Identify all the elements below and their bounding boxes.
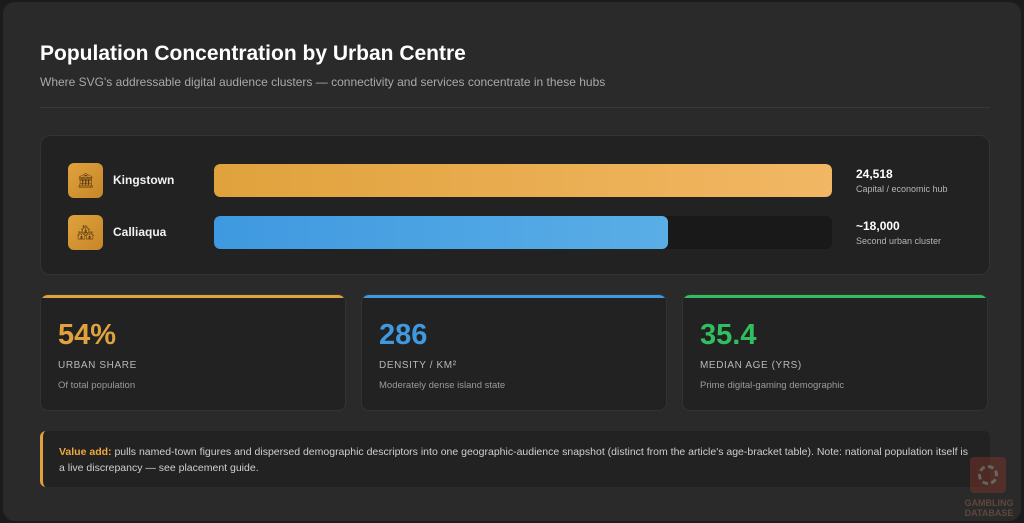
stat-card-urban-share: 54% URBAN SHARE Of total population <box>40 294 346 411</box>
stat-description: Moderately dense island state <box>379 380 506 391</box>
page-subtitle: Where SVG's addressable digital audience… <box>40 75 606 89</box>
bar-subtext: Capital / economic hub <box>856 184 948 194</box>
stat-value: 54% <box>58 319 117 351</box>
bar-row: 🏛 Kingstown 24,518 Capital / economic hu… <box>41 163 989 198</box>
logo-line-1: GAMBLING <box>964 498 1014 508</box>
stat-label: URBAN SHARE <box>58 360 137 371</box>
bar <box>214 216 668 249</box>
bar-track <box>214 164 832 197</box>
logo-text: GAMBLING DATABASE <box>955 498 1023 518</box>
stat-value: 35.4 <box>700 319 757 351</box>
bar <box>214 164 832 197</box>
logo-line-2: DATABASE <box>964 508 1014 518</box>
stat-label: MEDIAN AGE (YRS) <box>700 360 802 371</box>
card-accent <box>362 295 666 298</box>
divider <box>40 107 990 108</box>
stat-card-density: 286 DENSITY / KM² Moderately dense islan… <box>361 294 667 411</box>
card-accent <box>41 295 345 298</box>
note-highlight: Value add: <box>59 446 112 458</box>
page-title: Population Concentration by Urban Centre <box>40 42 466 65</box>
bar-row: 🏘 Calliaqua ~18,000 Second urban cluster <box>41 215 989 250</box>
bar-label: Kingstown <box>113 173 175 187</box>
bar-value: ~18,000 <box>856 219 900 233</box>
stat-value: 286 <box>379 319 428 351</box>
main-panel: Population Concentration by Urban Centre… <box>3 2 1021 521</box>
card-accent <box>683 295 987 298</box>
building-icon: 🏛 <box>68 163 103 198</box>
note-text: pulls named-town figures and dispersed d… <box>59 446 969 474</box>
gambling-database-logo: GAMBLING DATABASE <box>955 457 1023 523</box>
bar-subtext: Second urban cluster <box>856 236 942 246</box>
stat-description: Of total population <box>58 380 136 391</box>
bar-track <box>214 216 832 249</box>
bar-chart: 🏛 Kingstown 24,518 Capital / economic hu… <box>40 135 990 275</box>
stat-description: Prime digital-gaming demographic <box>700 380 845 391</box>
poker-chip-icon <box>970 457 1006 493</box>
town-icon: 🏘 <box>68 215 103 250</box>
bar-value: 24,518 <box>856 167 893 181</box>
value-add-note: Value add: pulls named-town figures and … <box>40 431 990 487</box>
stat-label: DENSITY / KM² <box>379 360 457 371</box>
stat-card-median-age: 35.4 MEDIAN AGE (YRS) Prime digital-gami… <box>682 294 988 411</box>
bar-label: Calliaqua <box>113 225 167 239</box>
